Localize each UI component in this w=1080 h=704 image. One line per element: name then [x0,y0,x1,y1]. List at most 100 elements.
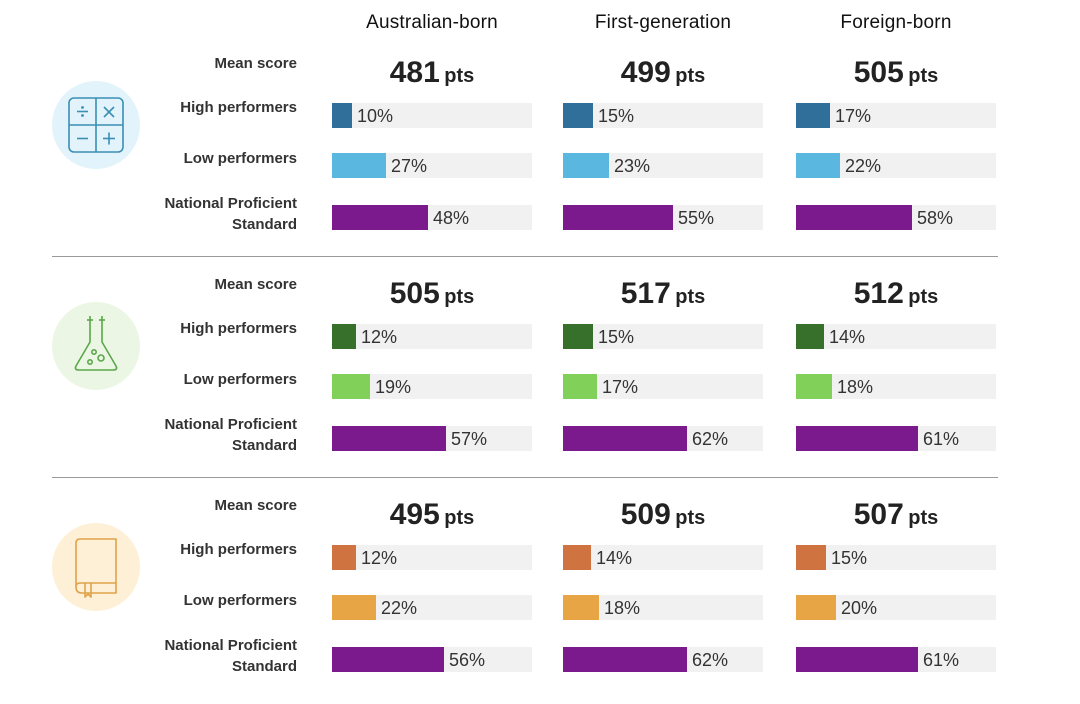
mean-score-value: 499 [620,56,671,89]
section-reading: Mean score High performers Low performers N… [0,478,1080,693]
mean-score-unit: pts [444,65,475,87]
bar-track-low: 19% [332,374,532,399]
section-divider [52,477,998,478]
bar-track-low: 27% [332,153,532,178]
bar-label-nps: 62% [692,650,729,670]
mean-score: 505 pts [332,277,532,311]
bar-track-high: 14% [796,324,996,349]
bar-nps [563,205,673,230]
bar-label-high: 10% [357,106,394,126]
mean-score: 495 pts [332,498,532,532]
bar-low [563,595,599,620]
bar-track-low: 17% [563,374,763,399]
bar-track-high: 10% [332,103,532,128]
bar-label-low: 19% [375,377,412,397]
bar-track-nps: 61% [796,647,996,672]
row-label-high-performers: High performers [180,99,297,116]
bar-label-low: 22% [381,598,418,618]
mean-score-unit: pts [444,286,475,308]
mean-score-unit: pts [908,65,939,87]
bar-high [796,545,826,570]
bar-nps [563,647,687,672]
bar-track-nps: 58% [796,205,996,230]
section-divider [52,256,998,257]
bar-label-high: 12% [361,327,398,347]
bar-track-low: 22% [796,153,996,178]
column-header-australian-born: Australian-born [366,12,498,33]
bar-label-low: 17% [602,377,639,397]
mean-score-value: 507 [853,498,904,531]
row-label-mean-score: Mean score [214,55,297,72]
bar-track-high: 15% [796,545,996,570]
bar-label-low: 20% [841,598,878,618]
bar-low [563,374,597,399]
bar-label-nps: 57% [451,429,488,449]
mean-score: 499 pts [563,56,763,90]
bar-high [563,324,593,349]
row-label-nps-line2: Standard [231,216,297,233]
mean-score: 517 pts [563,277,763,311]
bar-label-nps: 61% [923,650,960,670]
mean-score-unit: pts [444,507,475,529]
bar-nps [332,205,428,230]
bar-track-high: 12% [332,545,532,570]
section-maths: Mean score High performers Low performers N… [0,36,1080,251]
bar-track-low: 22% [332,595,532,620]
bar-nps [332,647,444,672]
column-header-first-generation: First-generation [594,12,732,33]
bar-low [332,153,386,178]
bar-label-nps: 58% [917,208,954,228]
column-header-foreign-born: Foreign-born [840,12,952,33]
bar-track-nps: 48% [332,205,532,230]
bar-label-high: 12% [361,548,398,568]
mean-score: 481 pts [332,56,532,90]
row-label-low-performers: Low performers [183,150,297,167]
bar-label-high: 17% [835,106,872,126]
mean-score-value: 505 [853,56,904,89]
mean-score-value: 517 [620,277,671,310]
bar-track-nps: 55% [563,205,763,230]
bar-label-low: 18% [604,598,641,618]
bar-track-low: 20% [796,595,996,620]
bar-label-high: 14% [596,548,633,568]
row-label-nps-line1: National Proficient [164,195,297,212]
bar-label-nps: 56% [449,650,486,670]
bar-track-high: 14% [563,545,763,570]
bar-label-high: 15% [598,106,635,126]
bar-low [332,595,376,620]
bar-nps [563,426,687,451]
bar-high [332,103,352,128]
bar-low [796,595,836,620]
mean-score-unit: pts [675,286,706,308]
bar-nps [796,426,918,451]
bar-track-low: 18% [563,595,763,620]
row-label-nps-line1: National Proficient [164,637,297,654]
mean-score-value: 509 [620,498,671,531]
bar-track-high: 17% [796,103,996,128]
mean-score-value: 495 [389,498,440,531]
bar-label-nps: 55% [678,208,715,228]
flask-icon [52,302,140,390]
bar-track-high: 15% [563,103,763,128]
bar-track-nps: 62% [563,426,763,451]
calculator-icon [52,81,140,169]
row-label-low-performers: Low performers [183,592,297,609]
row-label-high-performers: High performers [180,320,297,337]
bar-label-high: 15% [831,548,868,568]
bar-label-nps: 62% [692,429,729,449]
bar-label-nps: 61% [923,429,960,449]
bar-label-low: 18% [837,377,874,397]
bar-low [796,153,840,178]
bar-nps [796,205,912,230]
bar-high [563,103,593,128]
row-label-mean-score: Mean score [214,497,297,514]
bar-high [332,545,356,570]
bar-track-nps: 57% [332,426,532,451]
mean-score-value: 512 [853,277,904,310]
mean-score-value: 481 [389,56,440,89]
bar-label-low: 22% [845,156,882,176]
row-label-nps-line2: Standard [231,437,297,454]
row-label-nps-line2: Standard [231,658,297,675]
bar-track-nps: 56% [332,647,532,672]
bar-low [563,153,609,178]
